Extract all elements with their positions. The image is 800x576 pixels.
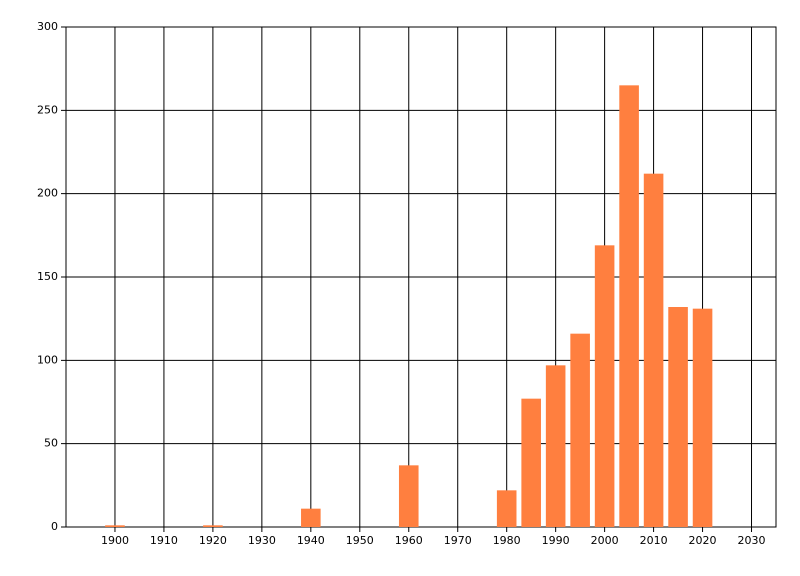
x-tick-label: 1920 [199, 534, 227, 547]
bar [105, 525, 125, 527]
bar [692, 308, 713, 527]
y-tick-label: 200 [37, 187, 58, 200]
x-tick-label: 1960 [395, 534, 423, 547]
x-tick-label: 1940 [297, 534, 325, 547]
bar [594, 245, 615, 528]
bar [570, 333, 590, 527]
x-tick-label: 1910 [150, 534, 178, 547]
bar [398, 465, 419, 527]
bar [496, 490, 517, 527]
x-tick-label: 2030 [738, 534, 766, 547]
y-tick-label: 0 [51, 520, 58, 533]
bar [203, 525, 223, 527]
y-tick-label: 150 [37, 270, 58, 283]
bar [643, 173, 664, 527]
x-tick-label: 2010 [640, 534, 668, 547]
x-tick-label: 1990 [542, 534, 570, 547]
y-tick-label: 50 [44, 437, 58, 450]
y-tick-label: 300 [37, 20, 58, 33]
bar [668, 307, 688, 527]
x-tick-label: 1930 [248, 534, 276, 547]
x-tick-label: 2000 [591, 534, 619, 547]
x-tick-label: 1970 [444, 534, 472, 547]
x-tick-label: 1980 [493, 534, 521, 547]
bar [521, 398, 541, 527]
x-tick-label: 2020 [689, 534, 717, 547]
bar [545, 365, 566, 527]
bar [301, 508, 321, 527]
y-tick-label: 250 [37, 103, 58, 116]
x-tick-label: 1900 [101, 534, 129, 547]
bar [619, 85, 639, 527]
x-tick-label: 1950 [346, 534, 374, 547]
y-tick-label: 100 [37, 353, 58, 366]
